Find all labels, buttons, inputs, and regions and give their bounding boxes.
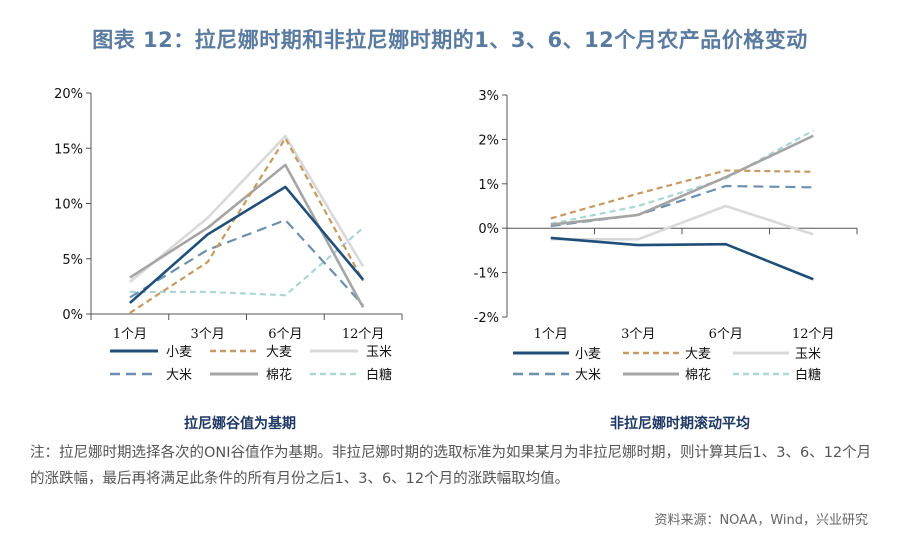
left-x-tick-label: 12个月 — [342, 327, 385, 342]
right-legend-label: 白糖 — [795, 367, 821, 383]
right-x-tick-label: 1个月 — [534, 327, 568, 342]
right-legend-label: 大米 — [575, 368, 601, 383]
source-line: 资料来源：NOAA，Wind，兴业研究 — [654, 513, 868, 528]
left-legend-label: 小麦 — [166, 345, 192, 360]
left-y-tick-label: 0% — [62, 308, 83, 323]
left-legend-label: 大米 — [166, 368, 192, 383]
left-legend-label: 玉米 — [366, 345, 392, 360]
left-legend-label: 大麦 — [266, 345, 292, 360]
chart-la-nina-title: 拉尼娜谷值为基期 — [184, 416, 296, 432]
left-legend-label: 棉花 — [266, 367, 292, 383]
right-y-tick-label: -1% — [474, 267, 499, 282]
right-x-tick-label: 12个月 — [792, 327, 835, 342]
left-x-tick-label: 6个月 — [268, 327, 302, 342]
right-legend-label: 玉米 — [795, 347, 821, 362]
left-y-tick-label: 20% — [54, 87, 83, 102]
right-series-1-line — [550, 236, 814, 281]
right-series-4-line — [550, 184, 814, 228]
left-legend-label: 白糖 — [366, 367, 392, 383]
right-series-3-line — [550, 204, 814, 241]
figure-title: 图表 12：拉尼娜时期和非拉尼娜时期的1、3、6、12个月农产品价格变动 — [92, 28, 808, 52]
left-x-tick-label: 3个月 — [190, 327, 224, 342]
right-series-5-line — [550, 134, 814, 226]
left-series-3-line — [129, 134, 365, 283]
left-y-tick-label: 5% — [62, 253, 83, 268]
right-series-2-line — [550, 169, 814, 220]
left-series-2-line — [129, 137, 365, 314]
left-series-1-line — [129, 185, 365, 304]
right-x-tick-label: 3个月 — [621, 327, 655, 342]
right-legend-label: 棉花 — [685, 367, 711, 383]
right-y-tick-label: 3% — [478, 89, 499, 104]
right-legend-label: 小麦 — [575, 347, 601, 362]
chart-non-la-nina-title: 非拉尼娜时期滚动平均 — [610, 416, 750, 432]
right-y-tick-label: 0% — [478, 222, 499, 237]
right-legend-label: 大麦 — [685, 347, 711, 362]
right-x-tick-label: 6个月 — [709, 327, 743, 342]
footnote: 注：拉尼娜时期选择各次的ONI谷值作为基期。非拉尼娜时期的选取标准为如果某月为非… — [30, 445, 872, 487]
right-series-6-line — [550, 129, 814, 225]
right-y-tick-label: -2% — [474, 311, 499, 326]
left-series-5-line — [129, 163, 365, 308]
left-series-4-line — [129, 218, 364, 306]
left-y-tick-label: 10% — [54, 198, 83, 213]
right-y-tick-label: 1% — [478, 178, 499, 193]
right-y-tick-label: 2% — [478, 133, 499, 148]
left-y-tick-label: 15% — [54, 142, 83, 157]
left-x-tick-label: 1个月 — [113, 327, 147, 342]
